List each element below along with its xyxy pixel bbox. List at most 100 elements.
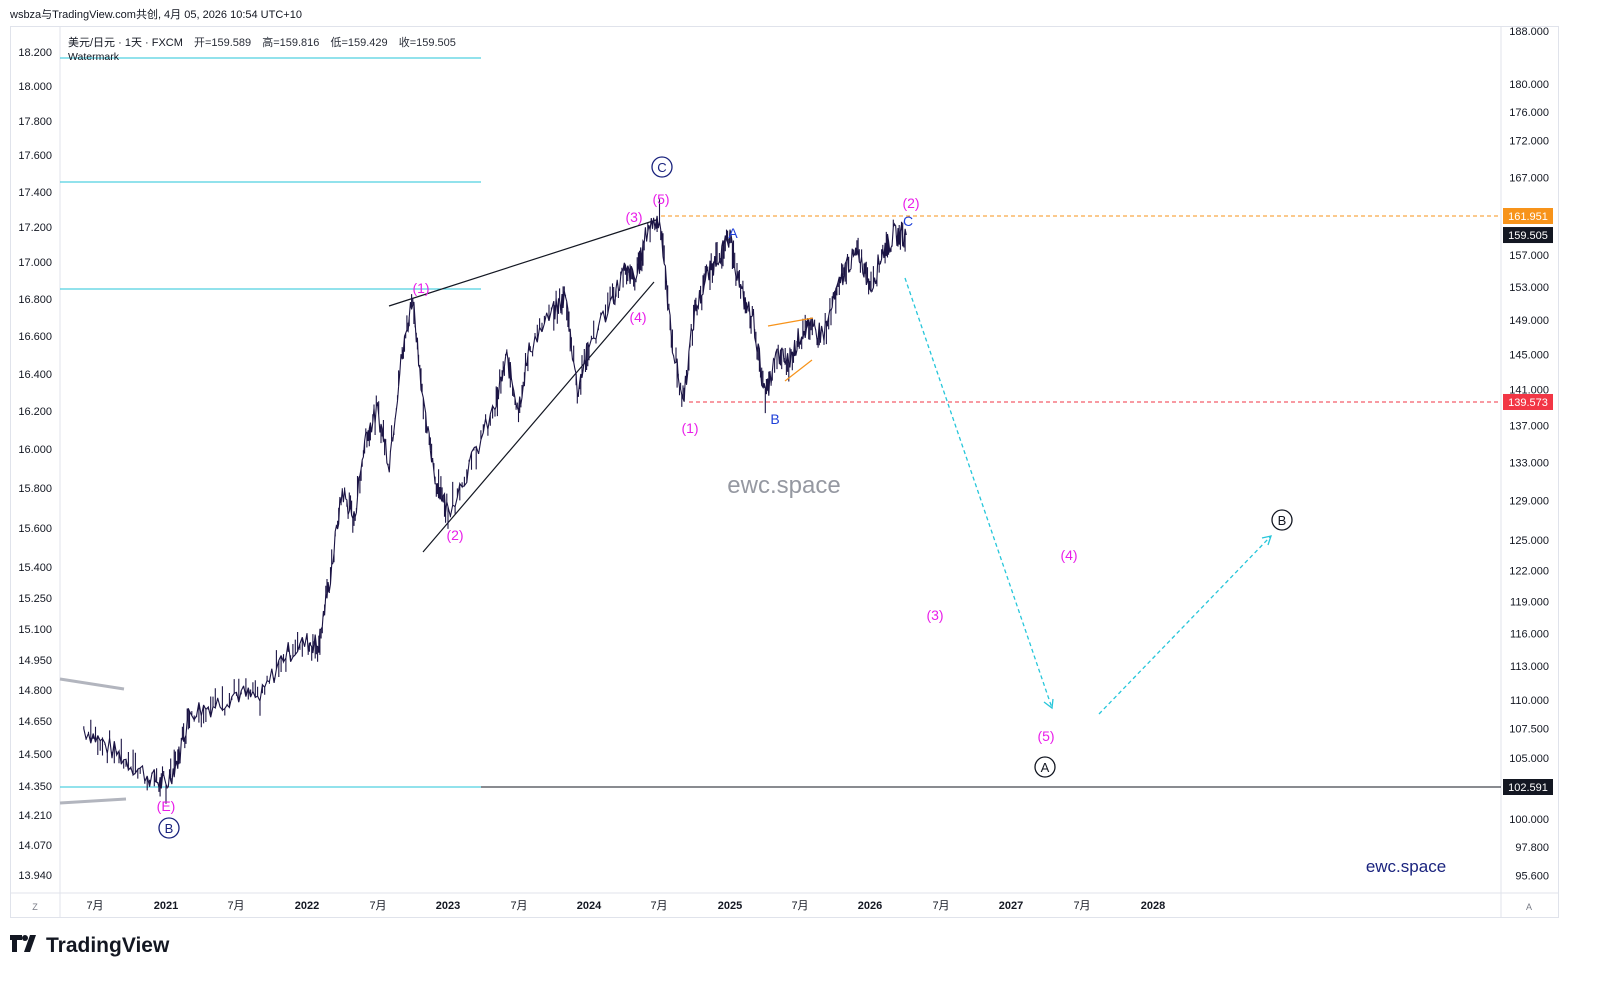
price-badge-label: 102.591 (1508, 782, 1548, 794)
left-trend-stub (59, 797, 127, 805)
left-axis-tick: 15.600 (18, 523, 52, 535)
ohlc-high: 高=159.816 (262, 37, 320, 49)
left-axis-tick: 17.600 (18, 150, 52, 162)
right-axis-tick: 110.000 (1510, 695, 1549, 707)
right-axis-tick: 188.000 (1509, 26, 1549, 38)
time-axis-tick: 7月 (227, 900, 244, 912)
wave-label: (1) (412, 280, 429, 296)
time-axis-tick: 7月 (510, 900, 527, 912)
wave-label: (E) (157, 798, 176, 814)
wedge-lower-trendline (422, 281, 655, 553)
time-axis-tick: 7月 (932, 900, 949, 912)
left-axis-tick: 16.600 (18, 331, 52, 343)
price-badge (1503, 779, 1553, 795)
wave-label-circle (651, 156, 673, 178)
time-axis-tick: 2026 (858, 900, 882, 912)
price-badge-label: 159.505 (1508, 230, 1548, 242)
projection-arrow-down (904, 277, 1053, 709)
wave-label: (3) (625, 209, 642, 225)
projection-arrowhead (1261, 535, 1272, 546)
ohlc-close: 收=159.505 (398, 37, 456, 49)
right-axis-tick: 167.000 (1509, 173, 1549, 185)
wave-label: (2) (902, 195, 919, 211)
right-axis-tick: 119.000 (1510, 596, 1549, 608)
left-axis-tick: 16.200 (18, 406, 52, 418)
right-axis-tick: 176.000 (1509, 107, 1549, 119)
left-axis-tick: 16.400 (18, 369, 52, 381)
left-axis-tick: 14.650 (18, 716, 52, 728)
wave-label: (4) (629, 309, 646, 325)
wave-label-circle (1271, 509, 1293, 531)
left-axis-tick: 16.800 (18, 294, 52, 306)
ohlc-low: 低=159.429 (330, 37, 388, 49)
right-axis-tick: 145.000 (1509, 349, 1549, 361)
right-axis-tick: 133.000 (1509, 457, 1549, 469)
wave-label: C (903, 213, 913, 229)
wave-label: B (1278, 513, 1287, 528)
left-axis-tick: 13.940 (18, 870, 52, 882)
price-series-line (83, 199, 907, 804)
right-axis-tick: 107.500 (1509, 724, 1549, 736)
wave-label: A (728, 225, 738, 241)
wave-label: B (770, 411, 779, 427)
time-axis-tick: 2024 (577, 900, 602, 912)
left-axis-tick: 15.800 (18, 483, 52, 495)
tradingview-logo-icon (10, 934, 40, 958)
orange-channel-line (767, 317, 814, 327)
left-axis-tick: 16.000 (18, 444, 52, 456)
symbol-legend: 美元/日元 · 1天 · FXCM 开=159.589 高=159.816 低=… (68, 34, 456, 50)
left-axis-tick: 18.200 (18, 47, 52, 59)
right-axis-tick: 116.000 (1510, 628, 1549, 640)
orange-channel-line (784, 359, 813, 382)
tradingview-brand: TradingView (10, 934, 169, 958)
price-badge (1503, 393, 1553, 410)
log-scale-toggle-left[interactable]: Z (32, 902, 38, 912)
price-badge (1503, 208, 1553, 224)
time-axis-tick: 7月 (650, 900, 667, 912)
projection-arrow-up (1098, 535, 1272, 715)
left-axis-tick: 14.210 (18, 810, 52, 822)
time-axis-tick: 2025 (718, 900, 742, 912)
time-axis-tick: 7月 (791, 900, 808, 912)
time-axis-tick: 2028 (1141, 900, 1165, 912)
price-badge-label: 161.951 (1508, 211, 1548, 223)
wave-label: A (1041, 760, 1050, 775)
left-axis-tick: 14.800 (18, 685, 52, 697)
wave-label-circle (158, 817, 180, 839)
left-axis-tick: 17.000 (18, 257, 52, 269)
projection-arrowhead (1043, 698, 1054, 710)
wave-label: (3) (926, 607, 943, 623)
right-axis-tick: 149.000 (1509, 315, 1549, 327)
wave-label: C (657, 160, 666, 175)
right-axis-tick: 129.000 (1509, 496, 1549, 508)
left-axis-tick: 14.350 (18, 781, 52, 793)
center-watermark-text: ewc.space (727, 472, 840, 499)
right-axis-tick: 125.000 (1509, 535, 1549, 547)
right-axis-tick: 97.800 (1515, 842, 1549, 854)
chart-frame (10, 26, 1559, 918)
wave-label: B (165, 821, 174, 836)
left-axis-tick: 14.070 (18, 840, 52, 852)
wedge-upper-trendline (388, 219, 657, 307)
time-axis-tick: 2022 (295, 900, 319, 912)
auto-scale-toggle[interactable]: A (1525, 902, 1532, 912)
right-axis-tick: 122.000 (1509, 565, 1549, 577)
chart-attribution: wsbza与TradingView.com共创, 4月 05, 2026 10:… (10, 9, 302, 21)
ohlc-open: 开=159.589 (193, 37, 252, 49)
wave-label: (1) (681, 420, 698, 436)
right-axis-tick: 180.000 (1509, 79, 1549, 91)
right-axis-tick: 153.000 (1509, 282, 1549, 294)
right-axis-tick: 172.000 (1509, 136, 1549, 148)
symbol-name[interactable]: 美元/日元 · 1天 · FXCM (68, 37, 183, 49)
left-axis-tick: 15.250 (18, 593, 52, 605)
wave-label: (2) (446, 527, 463, 543)
right-axis-tick: 105.000 (1509, 753, 1549, 765)
tradingview-wordmark: TradingView (46, 934, 170, 957)
wave-label-circle (1034, 756, 1056, 778)
corner-watermark-text: ewc.space (1366, 857, 1446, 876)
right-axis-tick: 113.000 (1510, 661, 1549, 673)
time-axis-tick: 7月 (86, 900, 103, 912)
left-axis-tick: 17.200 (18, 222, 52, 234)
time-axis-tick: 7月 (369, 900, 386, 912)
